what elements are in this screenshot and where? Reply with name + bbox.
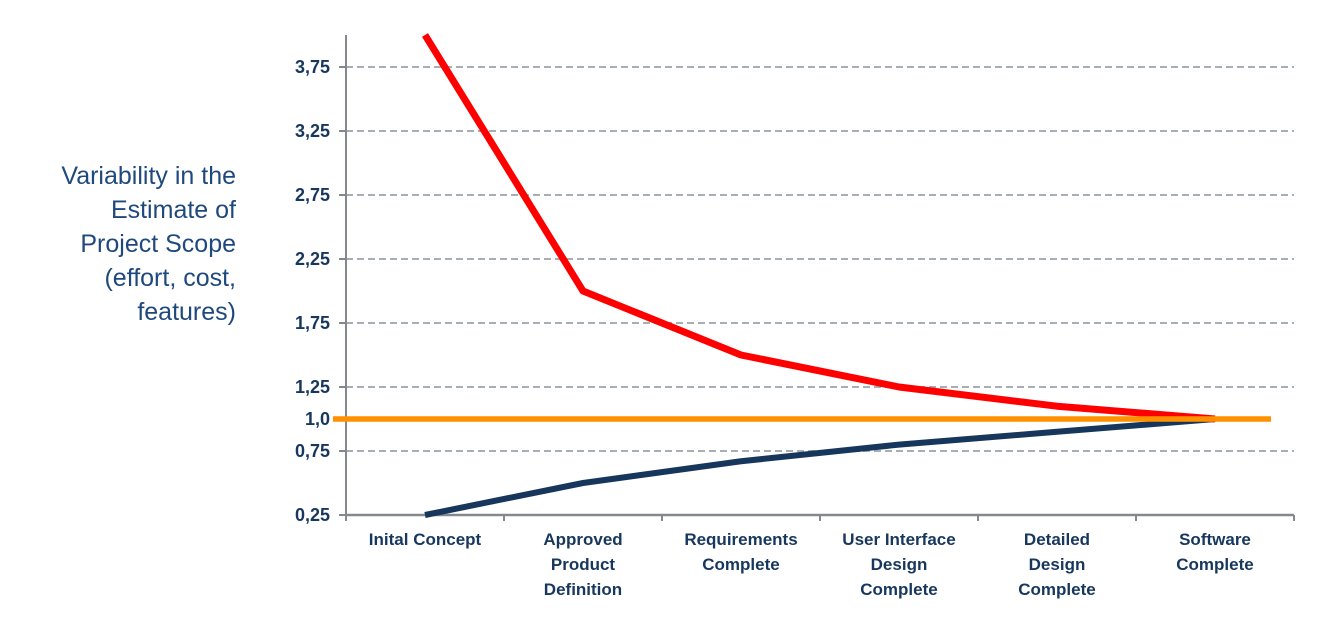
- x-category-label: User Interface Design Complete: [842, 530, 956, 599]
- y-tick-label: 0,25: [294, 505, 330, 525]
- x-category-label: Requirements Complete: [684, 530, 798, 574]
- x-category-label: Software Complete: [1176, 530, 1254, 574]
- x-category-label: Detailed Design Complete: [1018, 530, 1096, 599]
- x-category-label: Inital Concept: [368, 530, 482, 549]
- y-tick-label: 0,75: [294, 441, 330, 461]
- x-category-label: Approved Product Definition: [543, 530, 623, 599]
- y-tick-label: 1,75: [294, 313, 330, 333]
- y-tick-label: 3,25: [294, 121, 330, 141]
- y-tick-label: 3,75: [294, 57, 330, 77]
- lower-bound-line: [424, 416, 1216, 518]
- y-tick-label: 1,0: [304, 409, 330, 429]
- y-tick-label: 2,25: [294, 249, 330, 269]
- y-tick-label: 1,25: [294, 377, 330, 397]
- upper-bound-line: [422, 33, 1216, 423]
- y-tick-label: 2,75: [294, 185, 330, 205]
- y-axis-title: Variability in the Estimate of Project S…: [61, 162, 236, 326]
